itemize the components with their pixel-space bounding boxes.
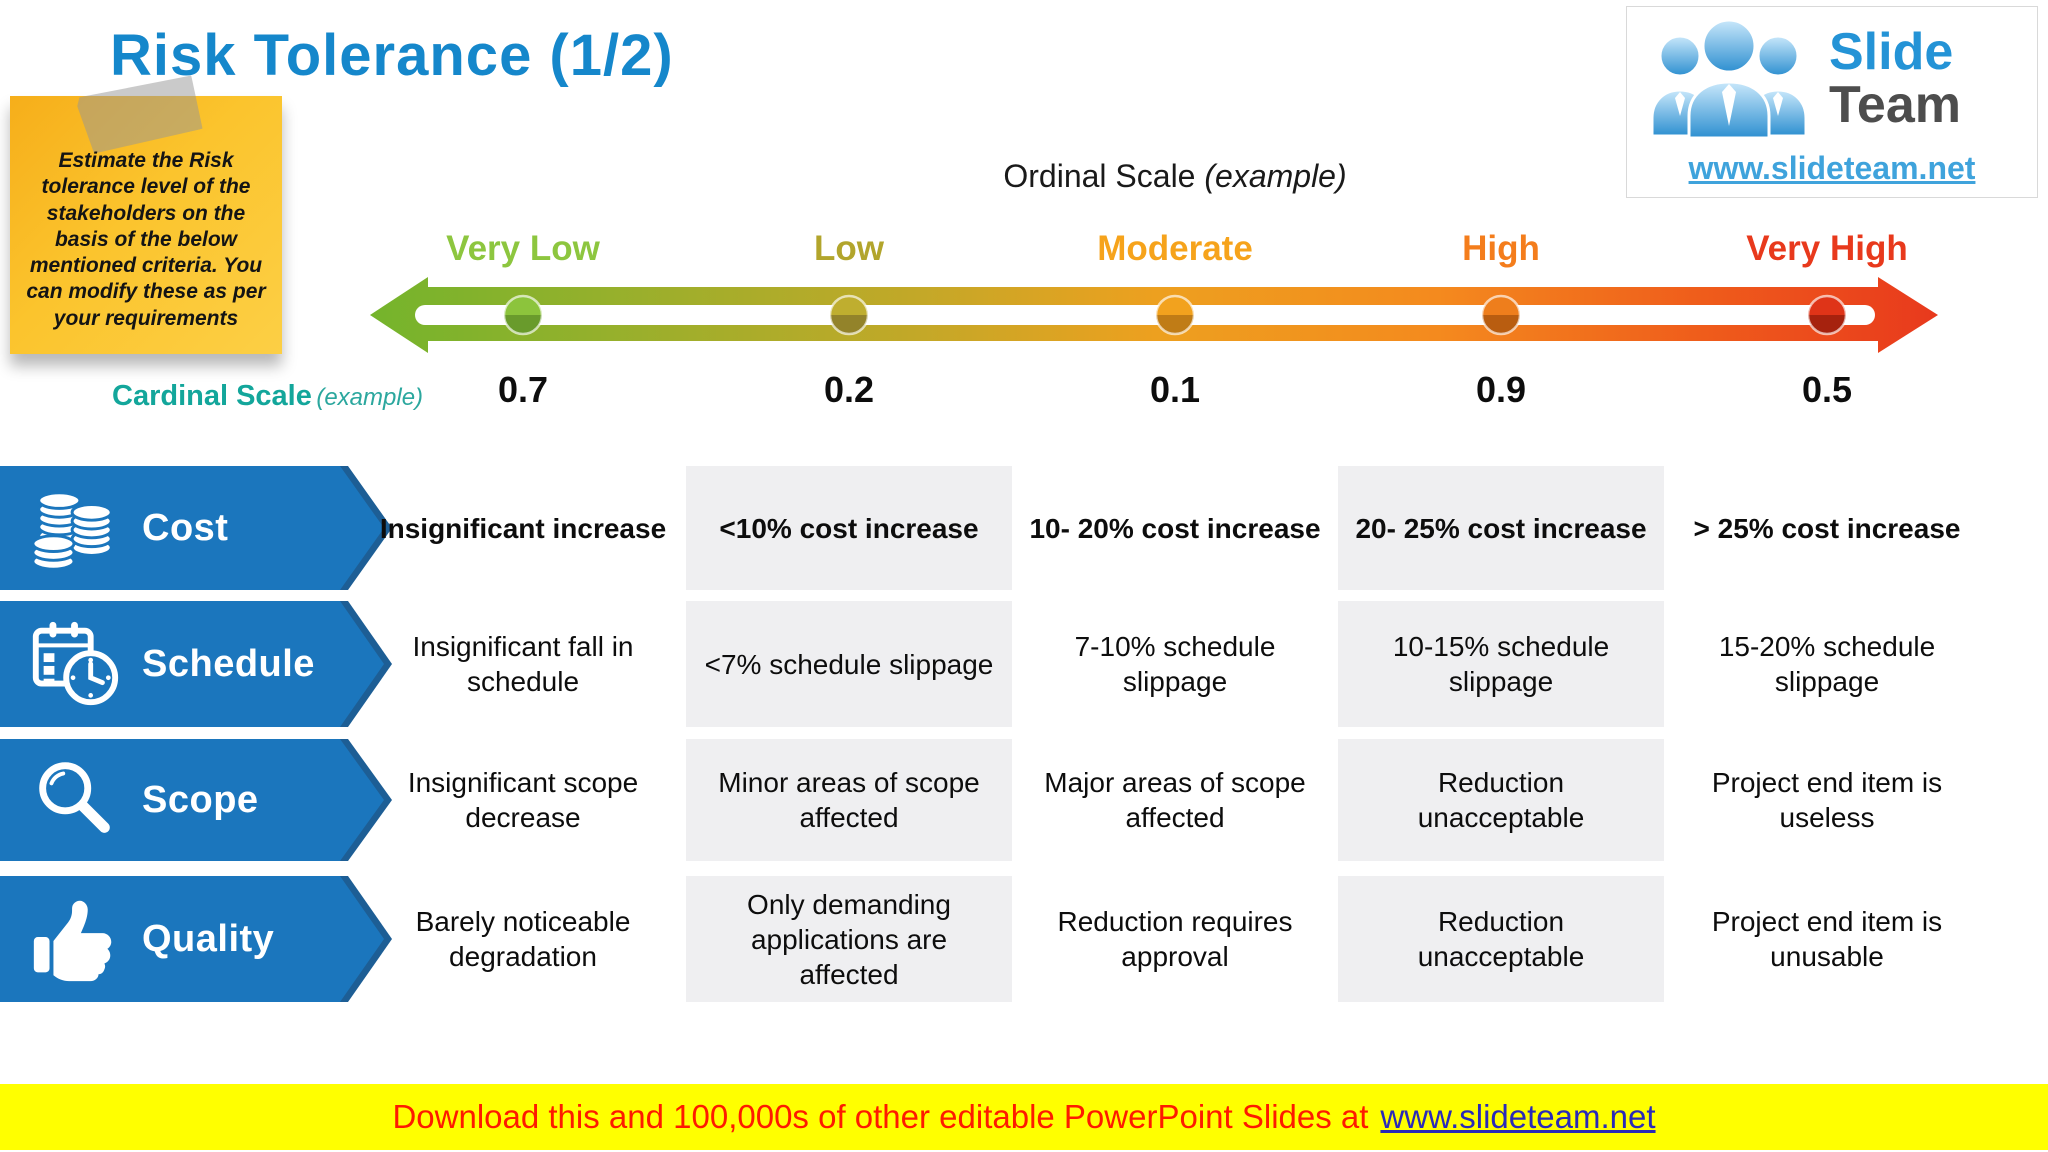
table-row-scope: Scope Insignificant scope decrease Minor… (0, 739, 2048, 861)
cardinal-values: 0.7 0.2 0.1 0.9 0.5 (360, 366, 1990, 414)
logo-word-team: Team (1829, 76, 1961, 134)
scale-dot-low (828, 294, 870, 336)
footer-banner: Download this and 100,000s of other edit… (0, 1084, 2048, 1150)
level-low: Low (814, 229, 884, 268)
cell-scope-moderate: Major areas of scope affected (1044, 767, 1306, 833)
cardinal-value-very-high: 0.5 (1801, 369, 1853, 410)
table-row-quality: Quality Barely noticeable degradation On… (0, 876, 2048, 1002)
thumbs-up-icon (33, 900, 112, 982)
cell-cost-low: <10% cost increase (686, 466, 1012, 590)
coins-icon (31, 491, 113, 571)
row-cells: Insignificant scope decrease Minor areas… (360, 739, 1990, 861)
table-row-schedule: Schedule Insignificant fall in schedule … (0, 601, 2048, 727)
cell-scope-low: Minor areas of scope affected (686, 739, 1012, 861)
cardinal-scale-example: (example) (316, 384, 424, 411)
cell-schedule-low: <7% schedule slippage (686, 601, 1012, 727)
scale-dot-moderate (1154, 294, 1196, 336)
table-row-cost: Cost Insignificant increase <10% cost in… (0, 466, 2048, 590)
ordinal-scale-label: Ordinal Scale (1003, 158, 1196, 194)
sticky-note: Estimate the Risk tolerance level of the… (10, 96, 282, 354)
calendar-clock-icon (32, 621, 119, 706)
cell-schedule-very-low: Insignificant fall in schedule (412, 631, 634, 697)
cell-scope-very-low: Insignificant scope decrease (407, 767, 639, 833)
arrowhead-right (1878, 277, 1938, 353)
cardinal-value-very-low: 0.7 (497, 369, 549, 410)
page-title: Risk Tolerance (1/2) (110, 23, 674, 88)
cell-quality-moderate: Reduction requires approval (1057, 906, 1293, 972)
row-label: Quality (142, 917, 275, 960)
scale-dot-very-low (502, 294, 544, 336)
cardinal-value-high: 0.9 (1475, 369, 1527, 410)
cell-cost-moderate: 10- 20% cost increase (1029, 512, 1321, 544)
arrowhead-left (370, 277, 428, 353)
row-label: Cost (142, 506, 229, 549)
row-label: Scope (142, 778, 259, 821)
logo-row: Slide Team (1639, 15, 2025, 143)
row-cells: Insignificant increase <10% cost increas… (360, 466, 1990, 590)
row-banner-quality: Quality (0, 876, 384, 1002)
scale-dot-very-high (1806, 294, 1848, 336)
cell-quality-very-low: Barely noticeable degradation (415, 906, 631, 972)
row-cells: Insignificant fall in schedule <7% sched… (360, 601, 1990, 727)
risk-scale-arrow (368, 275, 1940, 355)
cell-cost-very-high: > 25% cost increase (1693, 512, 1961, 544)
level-moderate: Moderate (1097, 229, 1253, 268)
cell-quality-high: Reduction unacceptable (1338, 876, 1664, 1002)
row-cells: Barely noticeable degradation Only deman… (360, 876, 1990, 1002)
ordinal-scale-heading: Ordinal Scale (example) (360, 158, 1990, 195)
cardinal-scale-heading: Cardinal Scale (example) (112, 380, 423, 413)
cell-quality-low: Only demanding applications are affected (686, 876, 1012, 1002)
cell-schedule-very-high: 15-20% schedule slippage (1718, 631, 1936, 697)
scale-dot-high (1480, 294, 1522, 336)
row-banner-schedule: Schedule (0, 601, 384, 727)
logo-wordmark: Slide Team (1829, 22, 1961, 134)
row-label: Schedule (142, 642, 315, 685)
cell-quality-very-high: Project end item is unusable (1711, 906, 1943, 972)
cardinal-value-moderate: 0.1 (1149, 369, 1201, 410)
level-very-low: Very Low (446, 229, 600, 268)
cardinal-value-low: 0.2 (823, 369, 875, 410)
row-banner-scope: Scope (0, 739, 384, 861)
footer-link[interactable]: www.slideteam.net (1380, 1098, 1656, 1135)
level-very-high: Very High (1746, 229, 1908, 268)
slideteam-logo: Slide Team www.slideteam.net (1626, 6, 2038, 198)
logo-url-link[interactable]: www.slideteam.net (1688, 150, 1976, 186)
level-high: High (1462, 229, 1540, 268)
arrow-slot (415, 305, 1875, 325)
ordinal-scale-example: (example) (1204, 158, 1347, 194)
cardinal-scale-label: Cardinal Scale (112, 380, 312, 412)
cell-scope-very-high: Project end item is useless (1711, 767, 1943, 833)
people-icon (1650, 18, 1808, 140)
cell-cost-high: 20- 25% cost increase (1338, 466, 1664, 590)
cell-scope-high: Reduction unacceptable (1338, 739, 1664, 861)
scale-level-labels: Very Low Low Moderate High Very High (360, 224, 1990, 274)
logo-word-slide: Slide (1829, 22, 1954, 81)
cell-cost-very-low: Insignificant increase (379, 512, 667, 544)
footer-text: Download this and 100,000s of other edit… (392, 1098, 1369, 1135)
cell-schedule-moderate: 7-10% schedule slippage (1074, 631, 1276, 697)
magnifier-icon (39, 762, 110, 833)
row-banner-cost: Cost (0, 466, 384, 590)
cell-schedule-high: 10-15% schedule slippage (1338, 601, 1664, 727)
sticky-note-text: Estimate the Risk tolerance level of the… (26, 149, 266, 330)
